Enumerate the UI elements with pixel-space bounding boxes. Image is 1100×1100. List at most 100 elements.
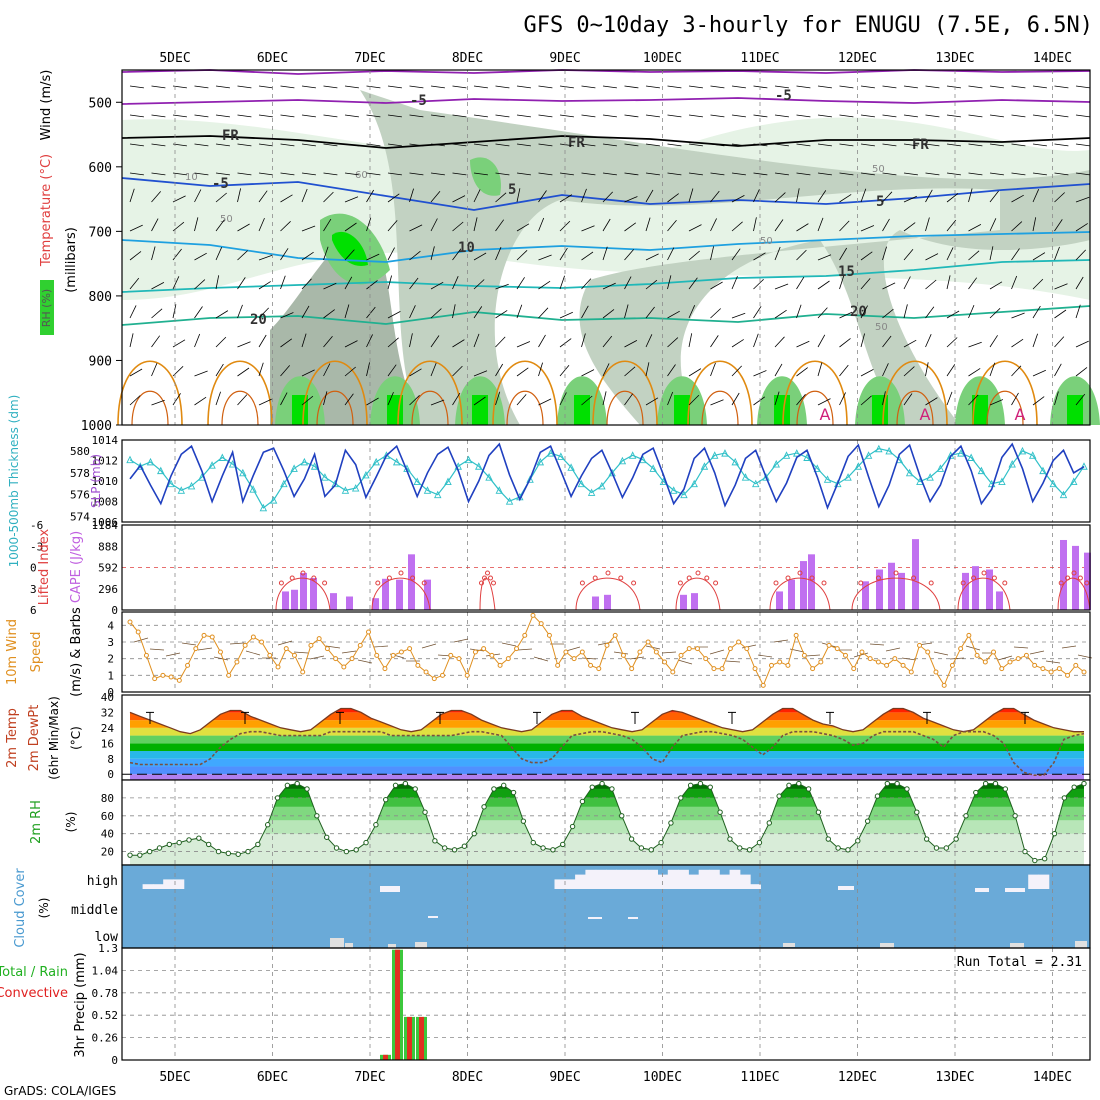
thickness-point <box>844 473 852 481</box>
wind-barb <box>452 221 464 232</box>
rh-point <box>205 841 212 848</box>
wind-barb <box>688 143 703 147</box>
wind-barb <box>710 246 714 261</box>
wind-barb <box>968 188 973 203</box>
cape-bar <box>898 572 905 610</box>
lifted-index-arc <box>957 577 1011 611</box>
wind-barb <box>1032 396 1045 406</box>
low-cloud-mark: A <box>1015 405 1026 424</box>
wind-speed-point <box>588 662 594 668</box>
wind-barb <box>387 143 402 147</box>
wind-barb <box>366 253 380 261</box>
pressure-tick-label: 800 <box>89 290 112 305</box>
wind-barb <box>731 248 741 261</box>
wind-barb <box>301 143 316 147</box>
lifted-index-point <box>398 570 404 576</box>
top-date-label: 13DEC <box>935 51 974 66</box>
wind-barb <box>688 114 703 118</box>
thickness-point <box>444 477 452 485</box>
rh-contour-label: 60 <box>355 170 368 181</box>
wind-speed-point <box>908 669 914 675</box>
wind-barb <box>925 306 935 319</box>
wind-barb <box>495 283 509 290</box>
wind-barb <box>452 114 467 118</box>
wind-barb <box>1011 221 1023 232</box>
wind-barb <box>968 172 983 176</box>
wind-speed-point <box>234 659 240 665</box>
cape-bar <box>862 581 869 610</box>
wind10m-barb <box>517 648 533 651</box>
isotherm-hump <box>882 360 948 426</box>
wind-barb <box>753 172 768 176</box>
rh-point <box>599 780 605 787</box>
wind-speed-point <box>1081 669 1087 675</box>
wind-barb <box>366 172 381 176</box>
upper-air-frame <box>121 69 1091 426</box>
thickness-point <box>362 470 370 479</box>
lifted-index-point <box>488 575 493 581</box>
li-tick-label: -3 <box>30 540 43 553</box>
thickness-point <box>157 466 165 475</box>
isotherm-label: -5 <box>410 93 427 109</box>
wind-frame <box>121 611 1091 693</box>
wind-barb <box>280 143 295 147</box>
wind-barb <box>452 172 467 176</box>
rh-point <box>481 804 487 810</box>
thickness-point <box>536 457 545 466</box>
wind-barb <box>946 310 960 319</box>
wind10m-barb <box>309 655 325 660</box>
temp-tick-label: 16 <box>101 737 114 750</box>
cape-bar <box>986 569 993 610</box>
wind-barb <box>430 85 445 89</box>
cape-bar <box>972 566 979 610</box>
thickness-point <box>1070 477 1078 485</box>
wind-barb <box>774 172 789 176</box>
cape-bar <box>408 554 415 610</box>
wind-barb <box>710 281 723 290</box>
wind-speed-point <box>472 649 478 655</box>
lifted-index-point <box>1084 580 1090 586</box>
wind-speed-point <box>785 662 791 668</box>
lifted-index-point <box>311 575 317 581</box>
isotherm-hump-inner <box>701 390 739 426</box>
rh-point <box>697 780 704 787</box>
thickness-point <box>228 460 237 468</box>
wind-barb <box>473 172 488 176</box>
thickness-point <box>700 462 709 470</box>
wind-barb <box>817 254 832 261</box>
lifted-index-point <box>686 575 692 581</box>
wind10m-barb <box>533 656 549 662</box>
wind-barb <box>860 369 874 377</box>
rh-point <box>835 845 841 851</box>
lifted-index-point <box>300 570 306 576</box>
wind-barb <box>237 85 252 89</box>
wind-barb <box>731 365 742 377</box>
wind-barb <box>624 304 629 319</box>
wind-barb <box>516 394 527 406</box>
credit-text: GrADS: COLA/IGES <box>4 1084 116 1098</box>
cape-bar <box>382 578 389 610</box>
rh-point <box>343 848 350 855</box>
wind-barb <box>774 246 781 261</box>
wind-barb <box>1011 194 1024 203</box>
wind-barb <box>839 85 854 89</box>
cape-bar <box>346 596 353 610</box>
wind-barb <box>129 251 142 261</box>
wind10m-barb <box>1061 645 1077 649</box>
thickness-point <box>772 460 780 468</box>
wind-barb <box>989 172 1004 176</box>
wind-barb <box>559 85 574 89</box>
thickness-point <box>259 503 268 512</box>
wind-barb <box>151 191 162 203</box>
wind-barb <box>968 85 983 89</box>
wind-barb <box>581 114 596 118</box>
wind-barb <box>323 336 333 348</box>
rh-point <box>412 786 418 792</box>
thickness-point <box>905 468 914 477</box>
high-cloud-bar <box>688 874 700 889</box>
high-cloud-bar <box>142 884 154 889</box>
wind-barb <box>645 397 659 406</box>
cape-bar <box>291 589 298 610</box>
wind-barb <box>409 224 423 232</box>
isotherm-hump-inner <box>606 390 644 426</box>
